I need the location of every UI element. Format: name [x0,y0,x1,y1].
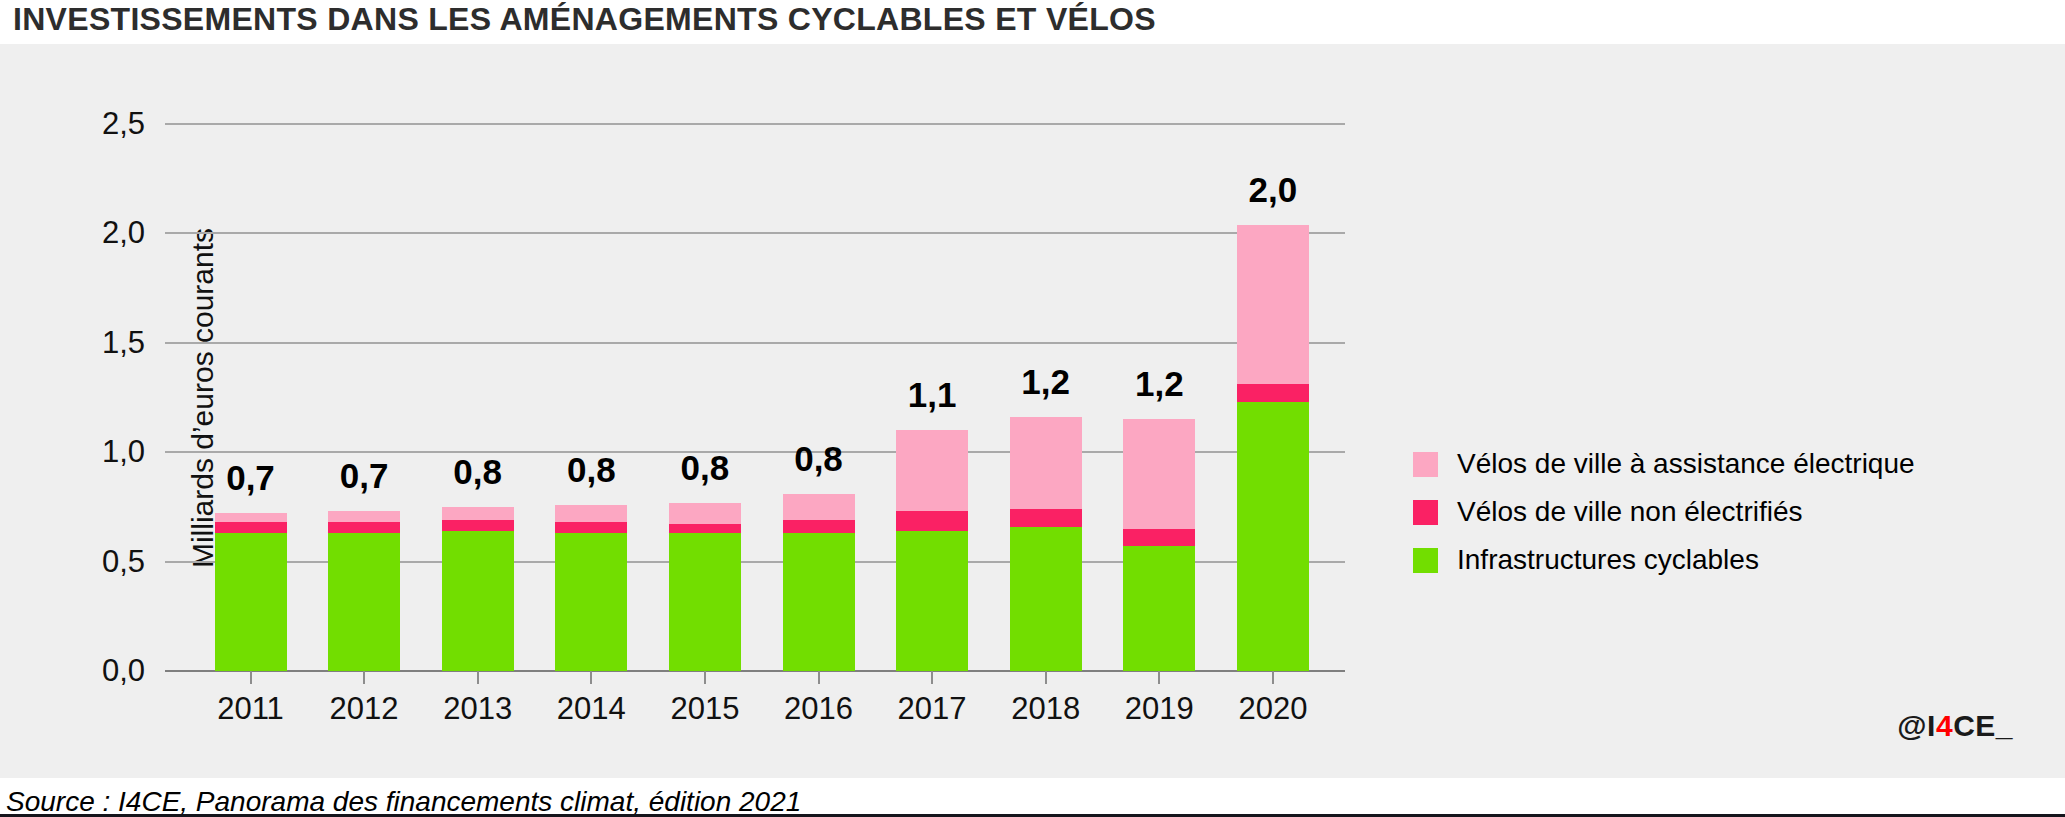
bar-segment-2013 [442,507,514,520]
x-axis-tick [704,671,706,684]
bar-segment-2019 [1123,529,1195,547]
bar-segment-2015 [669,524,741,533]
y-tick-label: 0,5 [35,541,145,583]
bar-segment-2016 [783,520,855,533]
bar-segment-2015 [669,533,741,671]
x-axis-tick [477,671,479,684]
bar-segment-2015 [669,503,741,525]
bar-segment-2016 [783,494,855,520]
bar-segment-2018 [1010,417,1082,509]
watermark: @I4CE_ [1897,709,2013,743]
x-axis-tick [590,671,592,684]
watermark-prefix: @I [1897,709,1936,742]
bar-segment-2013 [442,531,514,671]
source-text: Source : I4CE, Panorama des financements… [6,786,801,817]
bar-segment-2012 [328,533,400,671]
bar-segment-2016 [783,533,855,671]
x-tick-label: 2020 [1183,691,1363,727]
bar-segment-2019 [1123,546,1195,671]
bar-segment-2017 [896,430,968,511]
bar-segment-2020 [1237,225,1309,385]
bar-segment-2011 [215,522,287,533]
legend-swatch [1413,548,1438,573]
plot-area: Milliards d’euros courants 0,720110,7201… [165,124,1345,671]
chart-panel: 0,0 0,5 1,0 1,5 2,0 2,5 Milliards d’euros cou… [0,44,2065,778]
legend-item: Vélos de ville à assistance électrique [1413,448,1915,480]
bar-value-label: 1,2 [1069,364,1249,404]
legend-label: Vélos de ville non électrifiés [1457,496,1803,528]
gridline [165,123,1345,125]
legend-label: Infrastructures cyclables [1457,544,1759,576]
bar-segment-2017 [896,511,968,531]
bar-segment-2014 [555,522,627,533]
page-title: INVESTISSEMENTS DANS LES AMÉNAGEMENTS CY… [13,1,1156,38]
x-axis-tick [363,671,365,684]
x-axis-tick [931,671,933,684]
watermark-suffix: CE_ [1953,709,2013,742]
bar-segment-2018 [1010,509,1082,527]
gridline [165,342,1345,344]
x-axis-tick [250,671,252,684]
bar-segment-2017 [896,531,968,671]
bar-segment-2014 [555,533,627,671]
legend-swatch [1413,500,1438,525]
y-tick-label: 0,0 [35,650,145,692]
bar-segment-2014 [555,505,627,523]
legend-label: Vélos de ville à assistance électrique [1457,448,1915,480]
bar-segment-2020 [1237,384,1309,402]
x-axis-tick [1158,671,1160,684]
bar-segment-2018 [1010,527,1082,671]
bar-segment-2012 [328,511,400,522]
y-tick-label: 2,5 [35,103,145,145]
bar-segment-2020 [1237,402,1309,671]
bar-segment-2013 [442,520,514,531]
x-axis-tick [1272,671,1274,684]
bar-value-label: 2,0 [1183,170,1363,210]
bar-segment-2011 [215,533,287,671]
x-axis-tick [1045,671,1047,684]
y-tick-label: 1,0 [35,431,145,473]
legend-item: Vélos de ville non électrifiés [1413,496,1915,528]
y-tick-label: 2,0 [35,212,145,254]
y-tick-label: 1,5 [35,322,145,364]
legend-swatch [1413,452,1438,477]
x-axis-tick [818,671,820,684]
legend: Vélos de ville à assistance électrique Vé… [1413,448,1915,592]
legend-item: Infrastructures cyclables [1413,544,1915,576]
bar-segment-2012 [328,522,400,533]
gridline [165,232,1345,234]
bar-segment-2011 [215,513,287,522]
bar-value-label: 0,8 [729,439,909,479]
bar-segment-2019 [1123,419,1195,528]
watermark-accent: 4 [1936,709,1953,742]
